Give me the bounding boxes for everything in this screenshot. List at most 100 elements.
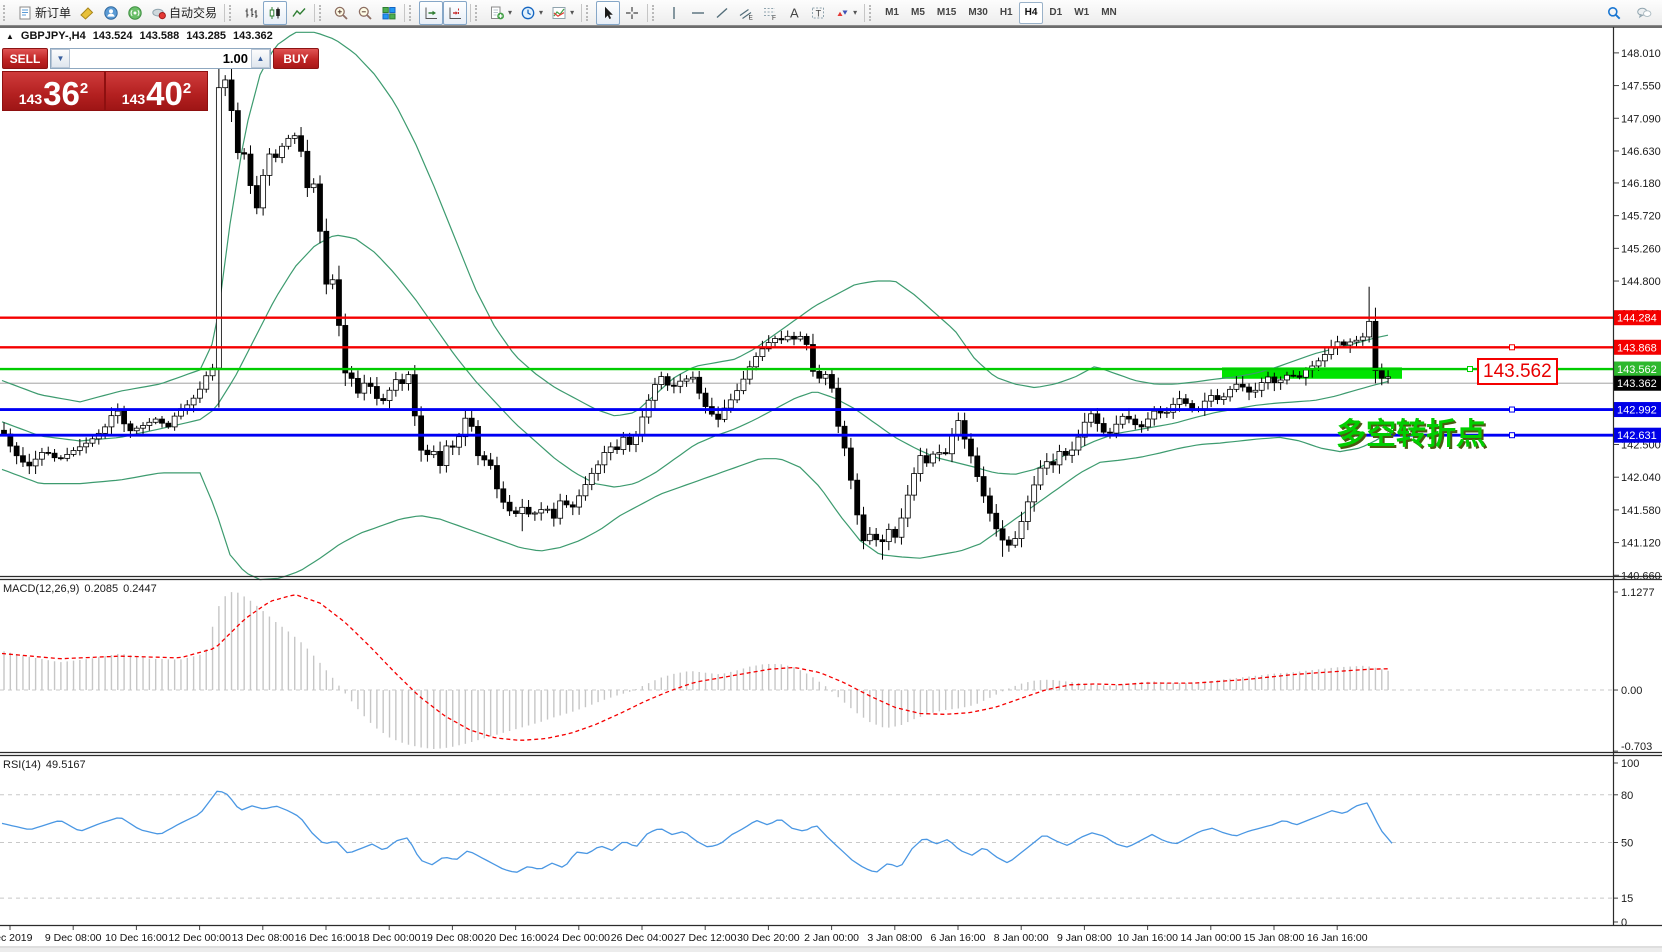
tf-m1-button-label: M1	[885, 7, 899, 18]
period-button[interactable]: ▾	[516, 1, 547, 25]
tf-m15-button[interactable]: M15	[931, 2, 962, 24]
candle-chart-button[interactable]	[263, 0, 288, 25]
bar-chart-button[interactable]	[239, 1, 263, 25]
buy-button[interactable]: BUY	[273, 48, 319, 69]
tf-m30-button-label: M30	[968, 7, 988, 18]
label-icon: T	[812, 7, 825, 18]
trendline-button[interactable]	[710, 1, 734, 25]
buy-price-prefix: 143	[121, 91, 146, 107]
svg-text:8 Jan 00:00: 8 Jan 00:00	[994, 932, 1049, 944]
chat-icon	[1637, 7, 1652, 18]
toolbar-group-chart-type	[239, 0, 311, 25]
toolbar-grip	[586, 4, 593, 21]
volume-input[interactable]	[70, 49, 251, 68]
buy-price-pip: 2	[182, 80, 192, 97]
macd-name: MACD(12,26,9)	[3, 583, 80, 595]
tf-m15-button-label: M15	[936, 7, 957, 18]
toolbar-separator	[470, 3, 472, 22]
turning-point-annotation[interactable]: 多空转折点	[1336, 418, 1486, 451]
tf-d1-button[interactable]: D1	[1043, 2, 1068, 24]
vline-button[interactable]	[662, 1, 686, 25]
tile-icon	[382, 6, 396, 19]
svg-text:142.631: 142.631	[1617, 430, 1657, 442]
chart-shift-button[interactable]	[443, 0, 468, 25]
fibo-icon: F	[764, 7, 776, 21]
volume-stepper: ▼ ▲	[50, 48, 271, 69]
svg-text:80: 80	[1621, 790, 1633, 802]
indicators-button[interactable]: ▾	[547, 1, 578, 25]
sell-button[interactable]: SELL	[2, 48, 48, 69]
new-order-button[interactable]: 新订单	[13, 1, 75, 25]
zoom-out-button[interactable]	[353, 1, 377, 25]
svg-text:18 Dec 00:00: 18 Dec 00:00	[358, 932, 421, 944]
crosshair-button[interactable]	[620, 1, 644, 25]
tf-mn-button[interactable]: MN	[1095, 2, 1123, 24]
chat-button[interactable]	[1632, 1, 1656, 25]
community-button[interactable]	[99, 1, 123, 25]
chevron-down-icon: ▾	[570, 8, 575, 17]
rsi-value: 49.5167	[45, 759, 86, 771]
buy-price-button[interactable]: 143 40 2	[106, 72, 207, 110]
crosshair-icon	[626, 6, 639, 19]
ohlc-open: 143.524	[92, 30, 133, 42]
autotrading-button[interactable]: 自动交易	[147, 1, 221, 25]
toolbar-grip	[319, 4, 326, 21]
svg-text:13 Dec 08:00: 13 Dec 08:00	[232, 932, 295, 944]
tf-w1-button[interactable]: W1	[1068, 2, 1095, 24]
arrows-button[interactable]: ▾	[830, 1, 861, 25]
channel-button[interactable]: E	[734, 1, 758, 25]
sell-price-button[interactable]: 143 36 2	[3, 72, 104, 110]
broadcast-icon	[128, 5, 142, 20]
fibo-button[interactable]: F	[758, 1, 782, 25]
chevron-down-icon: ▾	[853, 8, 858, 17]
price-level-label[interactable]: 143.562	[1477, 358, 1558, 385]
toolbar-grip	[229, 4, 236, 21]
svg-text:146.630: 146.630	[1621, 146, 1661, 158]
search-button[interactable]	[1602, 1, 1626, 25]
vline-icon	[673, 6, 675, 19]
svg-text:Dec 2019: Dec 2019	[0, 932, 33, 944]
svg-text:142.992: 142.992	[1617, 405, 1657, 417]
toolbar: 新订单 自动交易 ▾ ▾ ▾ E F A T ▾ M1 M5 M15 M30 H1 H4 D1 W1 MN	[0, 0, 1662, 26]
cursor-button[interactable]	[596, 0, 621, 25]
svg-text:144.800: 144.800	[1621, 276, 1661, 288]
toolbar-group-scroll	[419, 0, 468, 25]
symbol-title: GBPJPY-,H4	[20, 30, 86, 42]
svg-text:147.090: 147.090	[1621, 113, 1661, 125]
toolbar-separator	[647, 3, 649, 22]
svg-text:26 Dec 04:00: 26 Dec 04:00	[611, 932, 674, 944]
tf-mn-button-label: MN	[1101, 7, 1117, 18]
signals-button[interactable]	[123, 1, 147, 25]
svg-text:9 Dec 08:00: 9 Dec 08:00	[45, 932, 102, 944]
collapse-arrow-icon: ▲	[6, 31, 14, 41]
auto-scroll-button[interactable]	[419, 0, 444, 25]
autotrading-button-label: 自动交易	[169, 6, 218, 20]
tf-h4-button[interactable]: H4	[1018, 1, 1044, 24]
toolbar-grip	[409, 4, 416, 21]
text-button[interactable]: A	[782, 1, 806, 25]
arrows-icon	[837, 10, 848, 16]
tf-h1-button[interactable]: H1	[994, 2, 1019, 24]
tile-windows-button[interactable]	[377, 1, 401, 25]
svg-text:144.284: 144.284	[1617, 313, 1657, 325]
volume-decrease-button[interactable]: ▼	[51, 49, 70, 68]
tf-m5-button[interactable]: M5	[905, 2, 931, 24]
svg-text:9 Jan 08:00: 9 Jan 08:00	[1057, 932, 1112, 944]
svg-text:2 Jan 00:00: 2 Jan 00:00	[804, 932, 859, 944]
toolbar-grip	[475, 4, 482, 21]
zoom-in-button[interactable]	[329, 1, 353, 25]
new-chart-button[interactable]: ▾	[485, 1, 516, 25]
tf-w1-button-label: W1	[1074, 7, 1090, 18]
funds-button[interactable]	[75, 1, 99, 25]
chart-canvas[interactable]: 148.010 147.550 147.090 146.630 146.180 145.7…	[0, 26, 1662, 952]
tf-m1-button[interactable]: M1	[879, 2, 905, 24]
tf-m30-button[interactable]: M30	[962, 2, 993, 24]
line-chart-button[interactable]	[287, 1, 311, 25]
user-icon	[104, 5, 118, 20]
volume-increase-button[interactable]: ▲	[251, 49, 270, 68]
label-button[interactable]: T	[806, 1, 830, 25]
sell-price-pip: 2	[79, 80, 89, 97]
svg-text:142.040: 142.040	[1621, 472, 1661, 484]
hline-button[interactable]	[686, 1, 710, 25]
